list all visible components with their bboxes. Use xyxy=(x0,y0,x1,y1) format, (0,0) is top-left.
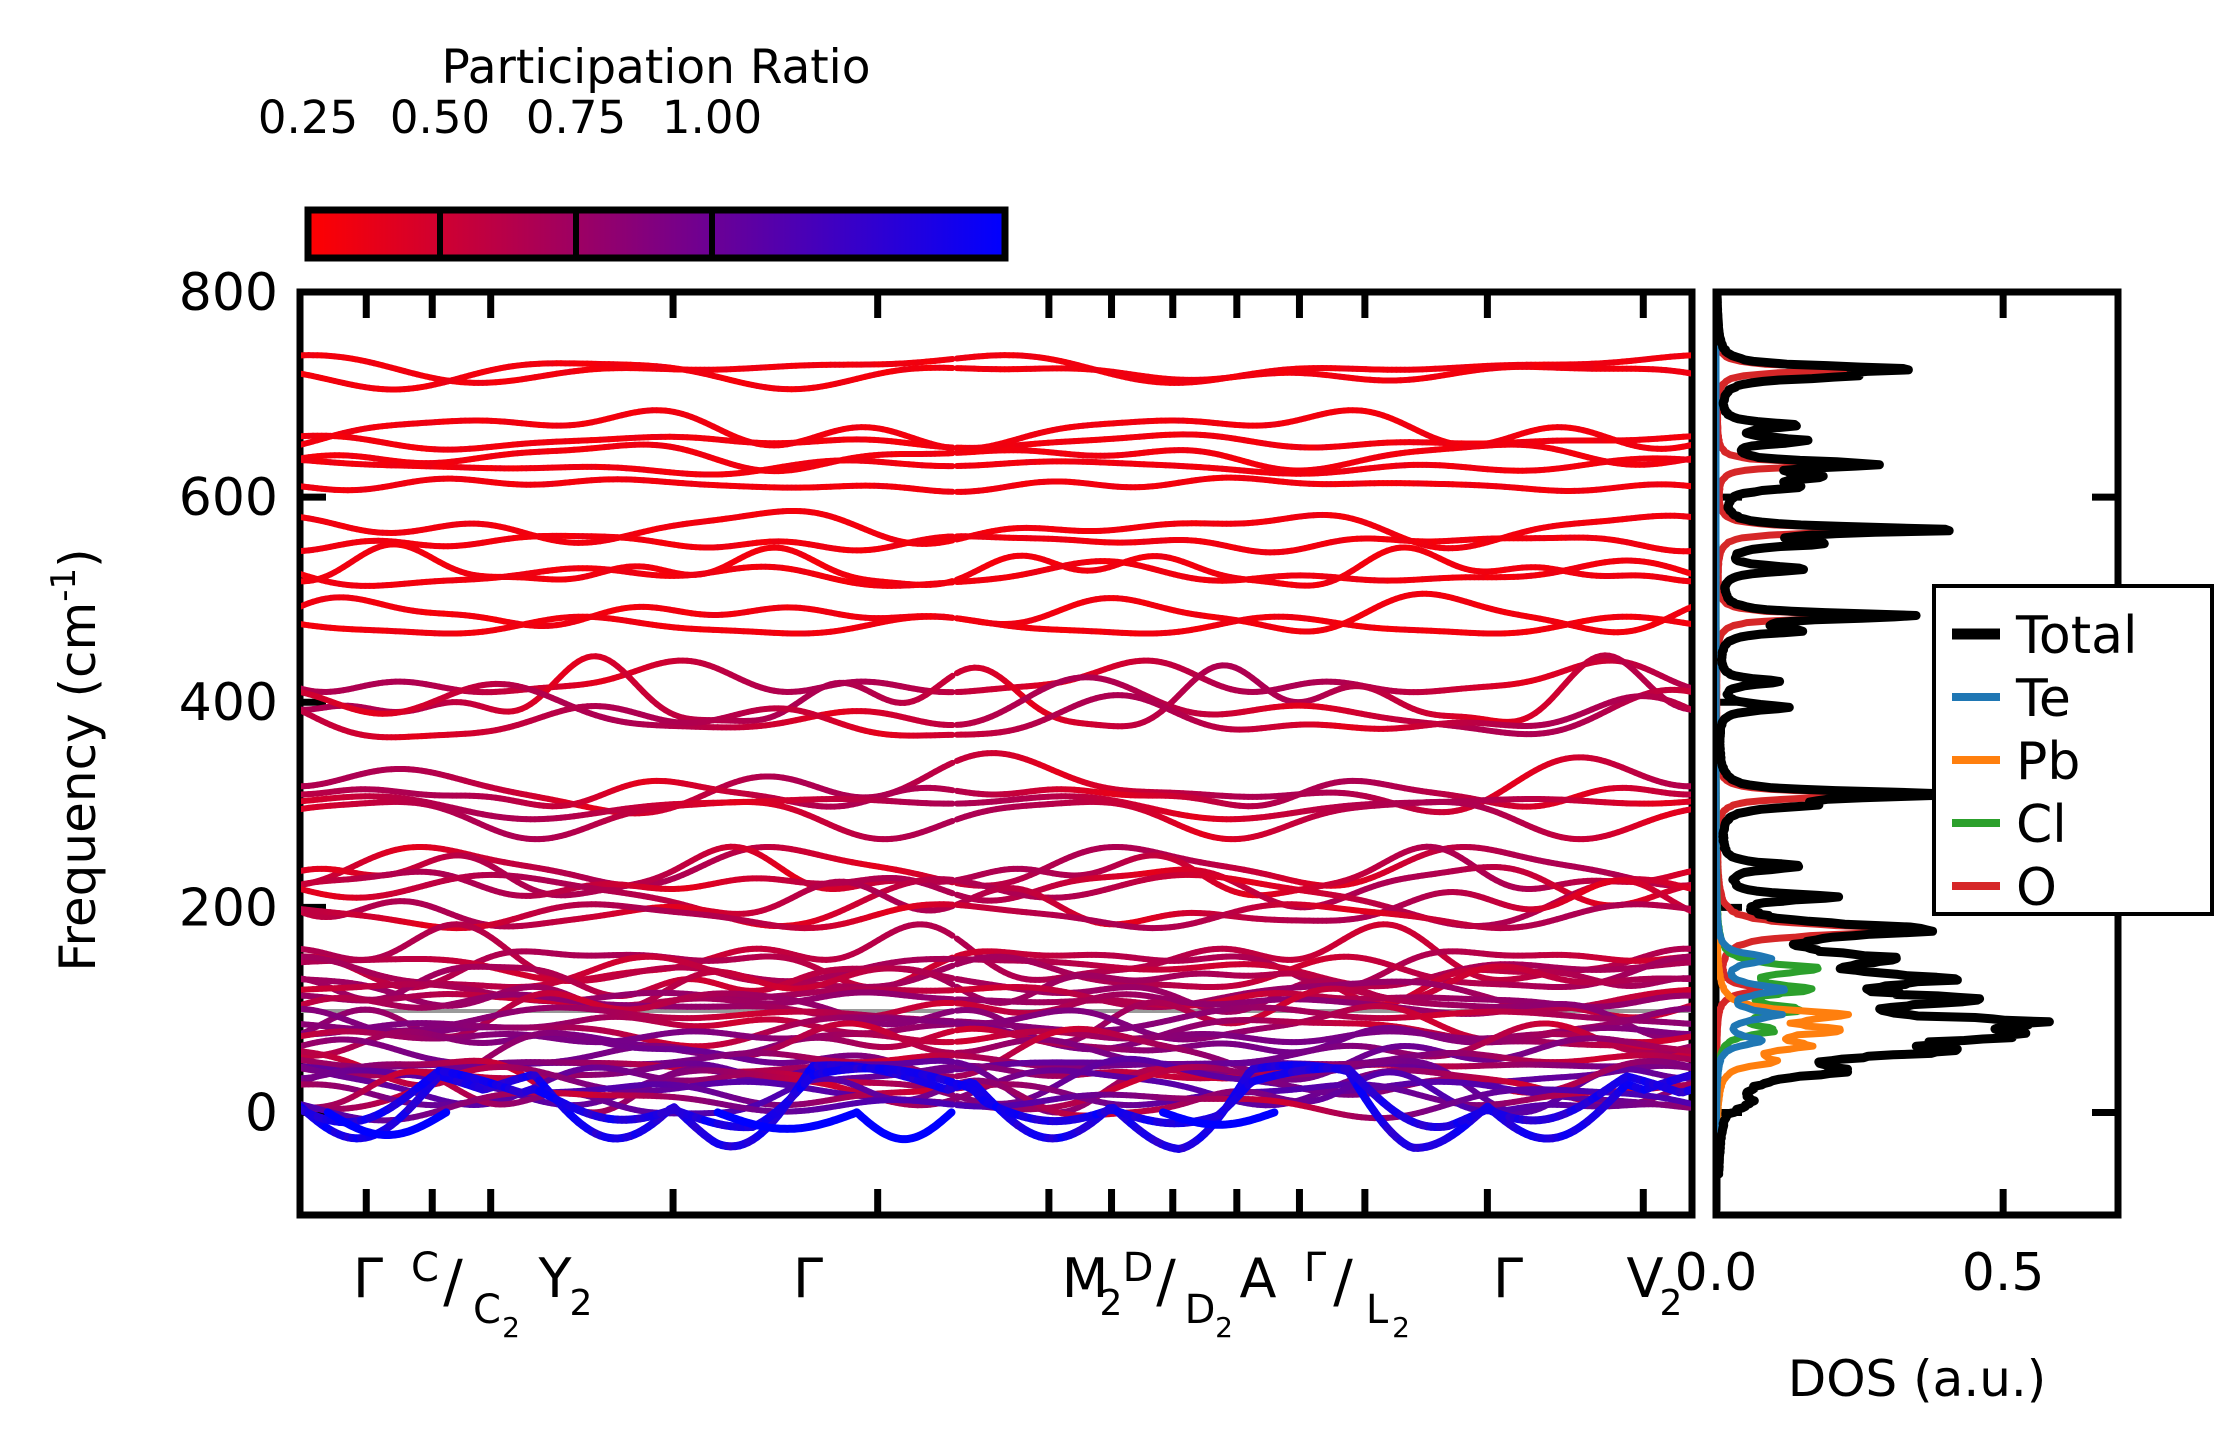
band-y-tick-labels: 0 200 400 600 800 xyxy=(179,263,278,1143)
band-x-ticks xyxy=(296,292,1696,1215)
band-y-tick-label: 0 xyxy=(245,1083,278,1143)
band-line xyxy=(1684,441,1691,449)
band-line xyxy=(945,672,956,682)
y-axis-label: Frequency (cm-1) xyxy=(44,548,107,971)
colorbar-tick-2: 0.75 xyxy=(526,91,626,144)
colorbar-tickmarks xyxy=(437,210,715,258)
colorbar-gradient xyxy=(304,206,1009,262)
band-line xyxy=(1684,369,1691,377)
band-y-tick-label: 600 xyxy=(179,468,278,528)
y-axis-label-group: Frequency (cm-1) xyxy=(44,548,107,971)
colorbar-tick-1: 0.50 xyxy=(390,91,490,144)
band-y-tick-label: 800 xyxy=(179,263,278,323)
colorbar-group: Participation Ratio 0.25 0.50 0.75 1.00 xyxy=(258,40,1009,262)
band-line xyxy=(945,537,956,545)
colorbar-tick-0: 0.25 xyxy=(258,91,358,144)
band-y-tick-label: 400 xyxy=(179,673,278,733)
band-curves xyxy=(301,352,1691,1153)
colorbar-tick-3: 1.00 xyxy=(662,91,762,144)
colorbar-title: Participation Ratio xyxy=(441,40,870,95)
colorbar-ticklabels: 0.25 0.50 0.75 1.00 xyxy=(258,91,762,144)
band-y-tick-label: 200 xyxy=(179,878,278,938)
